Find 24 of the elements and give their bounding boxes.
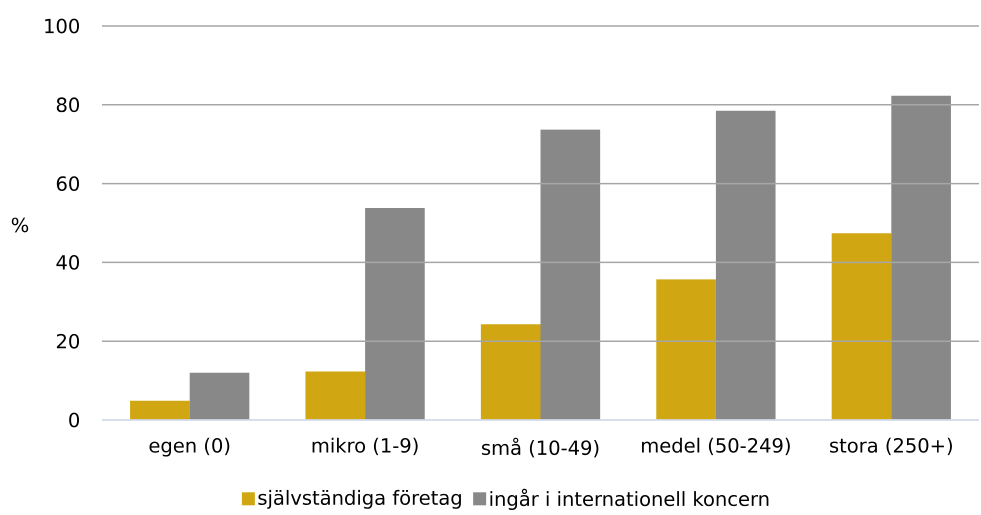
bar	[190, 372, 250, 420]
y-tick-label: 60	[56, 176, 79, 191]
bar	[130, 400, 190, 420]
x-tick-label: små (10-49)	[482, 438, 598, 458]
y-tick-label: 0	[69, 412, 80, 428]
bar	[540, 130, 600, 420]
y-axis-title: %	[12, 218, 28, 232]
y-tick-label: 80	[56, 97, 79, 112]
bar	[891, 96, 951, 420]
bar	[480, 324, 541, 420]
bar	[832, 233, 892, 420]
legend-label: ingår i internationell koncern	[490, 488, 768, 510]
y-tick-label: 20	[56, 334, 79, 349]
x-tick-label: medel (50-249)	[642, 438, 790, 456]
y-tick-label: 100	[45, 18, 79, 34]
bar	[365, 208, 425, 420]
bar	[716, 110, 776, 420]
legend-label: självständiga företag	[258, 490, 461, 509]
x-tick-label: stora (250+)	[830, 438, 952, 456]
y-tick-label: 40	[56, 255, 79, 270]
bar	[305, 372, 366, 420]
x-tick-label: egen (0)	[150, 438, 230, 457]
bar	[656, 279, 716, 420]
x-tick-label: mikro (1-9)	[312, 438, 418, 456]
